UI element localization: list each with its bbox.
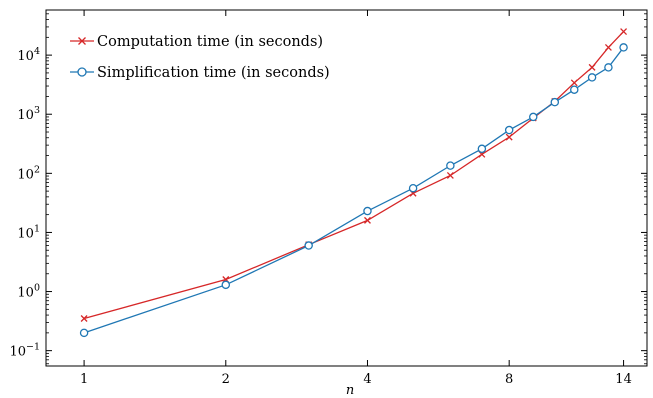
y-tick-label-exponent: −1 bbox=[26, 342, 40, 353]
data-point-simplification bbox=[619, 43, 628, 52]
series-layer bbox=[79, 28, 628, 338]
x-tick-label: 8 bbox=[505, 372, 513, 387]
data-point-simplification bbox=[446, 161, 455, 170]
y-tick-label-exponent: 0 bbox=[34, 283, 40, 294]
data-point-simplification bbox=[504, 125, 514, 135]
data-point-simplification bbox=[550, 97, 560, 107]
data-point-computation bbox=[588, 63, 596, 71]
y-tick-label-base: 10 bbox=[9, 345, 26, 360]
data-point-computation bbox=[620, 28, 628, 36]
y-tick-label-base: 10 bbox=[17, 49, 34, 64]
data-point-computation bbox=[604, 43, 612, 51]
data-point-simplification bbox=[221, 280, 231, 290]
y-tick-label: 100 bbox=[17, 283, 40, 301]
data-point-simplification bbox=[529, 112, 538, 122]
y-tick-label-base: 10 bbox=[17, 108, 34, 123]
y-tick-label: 102 bbox=[17, 164, 40, 182]
data-point-simplification bbox=[408, 183, 418, 193]
x-axis-ticks: 1 2 4 8 14 bbox=[80, 10, 632, 387]
data-point-simplification bbox=[587, 73, 597, 82]
data-point-simplification bbox=[363, 206, 372, 216]
data-point-simplification bbox=[570, 85, 579, 94]
series-line-simplification bbox=[83, 47, 625, 334]
legend-label-computation: Computation time (in seconds) bbox=[97, 34, 323, 50]
x-axis-label: n bbox=[346, 383, 354, 398]
x-tick-label: 2 bbox=[222, 372, 230, 387]
data-point-computation bbox=[505, 133, 513, 141]
y-tick-label: 104 bbox=[17, 46, 40, 64]
y-tick-label-exponent: 1 bbox=[34, 223, 40, 234]
x-tick-label: 1 bbox=[80, 372, 88, 387]
y-tick-label: 101 bbox=[17, 223, 40, 241]
y-tick-label-exponent: 3 bbox=[34, 105, 40, 116]
legend-item-computation: Computation time (in seconds) bbox=[70, 34, 323, 50]
legend-item-simplification: Simplification time (in seconds) bbox=[70, 65, 330, 81]
y-tick-label-base: 10 bbox=[17, 286, 34, 301]
data-point-computation bbox=[446, 172, 454, 179]
legend-label-simplification: Simplification time (in seconds) bbox=[97, 65, 330, 81]
y-tick-label-base: 10 bbox=[17, 226, 34, 241]
y-tick-label-exponent: 2 bbox=[34, 164, 40, 175]
data-point-computation bbox=[570, 79, 578, 87]
y-tick-label-exponent: 4 bbox=[34, 46, 40, 57]
x-tick-label: 4 bbox=[363, 372, 371, 387]
y-minor-ticks bbox=[46, 13, 647, 365]
legend-marker-computation bbox=[78, 37, 86, 45]
data-point-computation bbox=[364, 216, 371, 224]
y-tick-label-base: 10 bbox=[17, 167, 34, 182]
data-point-computation bbox=[80, 315, 88, 322]
data-point-simplification bbox=[304, 241, 313, 250]
y-tick-label: 103 bbox=[17, 105, 40, 123]
plot-frame bbox=[45, 9, 648, 367]
data-point-simplification bbox=[79, 328, 89, 338]
data-point-simplification bbox=[477, 144, 487, 154]
y-tick-label: 10−1 bbox=[9, 342, 40, 360]
data-point-simplification bbox=[604, 63, 613, 72]
legend: Computation time (in seconds) Simplifica… bbox=[70, 34, 330, 81]
legend-marker-simplification bbox=[77, 67, 87, 77]
x-tick-label: 14 bbox=[615, 372, 632, 387]
